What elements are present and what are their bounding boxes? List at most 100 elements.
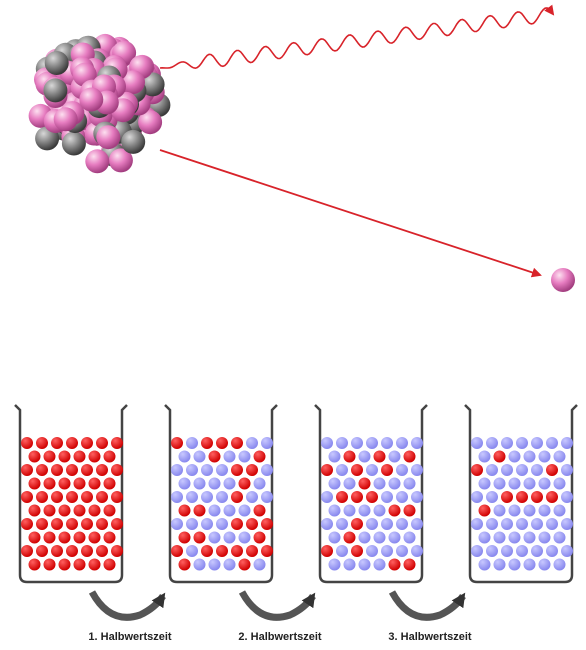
red-atom	[321, 464, 333, 476]
nucleon	[138, 110, 163, 135]
red-atom	[88, 450, 101, 463]
blue-atom	[538, 450, 551, 463]
red-atom	[58, 450, 71, 463]
blue-atom	[253, 477, 266, 490]
blue-atom	[336, 518, 348, 530]
red-atom	[351, 545, 363, 557]
blue-atom	[381, 545, 393, 557]
blue-atom	[321, 437, 333, 449]
red-atom	[73, 531, 86, 544]
blue-atom	[261, 437, 273, 449]
step-arrow	[88, 590, 166, 621]
red-atom	[231, 545, 243, 557]
blue-atom	[508, 450, 521, 463]
blue-atom	[531, 545, 543, 557]
nucleon	[140, 72, 165, 97]
red-atom	[21, 464, 33, 476]
blue-atom	[411, 464, 423, 476]
red-atom	[171, 545, 183, 557]
red-atom	[403, 558, 416, 571]
blue-atom	[538, 477, 551, 490]
red-atom	[73, 450, 86, 463]
blue-atom	[261, 464, 273, 476]
blue-atom	[546, 545, 558, 557]
blue-atom	[186, 545, 198, 557]
blue-atom	[411, 545, 423, 557]
step-label: 2. Halbwertszeit	[238, 631, 321, 643]
blue-atom	[508, 558, 521, 571]
blue-atom	[373, 531, 386, 544]
red-atom	[36, 545, 48, 557]
red-atom	[178, 558, 191, 571]
blue-atom	[343, 558, 356, 571]
red-atom	[351, 491, 363, 503]
red-atom	[58, 477, 71, 490]
blue-atom	[178, 477, 191, 490]
blue-atom	[358, 504, 371, 517]
red-atom	[111, 491, 123, 503]
blue-atom	[238, 450, 251, 463]
blue-atom	[546, 518, 558, 530]
red-atom	[388, 504, 401, 517]
red-atom	[96, 491, 108, 503]
red-atom	[88, 531, 101, 544]
red-atom	[21, 437, 33, 449]
red-atom	[111, 545, 123, 557]
blue-atom	[538, 558, 551, 571]
red-atom	[193, 504, 206, 517]
blue-atom	[328, 558, 341, 571]
blue-atom	[246, 437, 258, 449]
red-atom	[253, 450, 266, 463]
red-atom	[246, 545, 258, 557]
blue-atom	[328, 531, 341, 544]
blue-atom	[508, 531, 521, 544]
blue-atom	[223, 531, 236, 544]
red-atom	[253, 504, 266, 517]
red-atom	[111, 437, 123, 449]
emitted-particle	[551, 268, 575, 292]
blue-atom	[186, 437, 198, 449]
blue-atom	[403, 477, 416, 490]
red-atom	[208, 450, 221, 463]
blue-atom	[501, 437, 513, 449]
blue-atom	[216, 518, 228, 530]
blue-atom	[396, 464, 408, 476]
blue-atom	[403, 531, 416, 544]
red-atom	[231, 491, 243, 503]
blue-atom	[486, 437, 498, 449]
blue-atom	[321, 491, 333, 503]
blue-atom	[561, 491, 573, 503]
blue-atom	[523, 558, 536, 571]
blue-atom	[508, 504, 521, 517]
red-atom	[51, 491, 63, 503]
red-atom	[478, 504, 491, 517]
blue-atom	[171, 491, 183, 503]
red-atom	[43, 477, 56, 490]
red-atom	[28, 450, 41, 463]
red-atom	[96, 464, 108, 476]
red-atom	[28, 477, 41, 490]
blue-atom	[501, 464, 513, 476]
blue-atom	[516, 464, 528, 476]
blue-atom	[366, 518, 378, 530]
blue-atom	[478, 450, 491, 463]
red-atom	[201, 545, 213, 557]
blue-atom	[396, 518, 408, 530]
red-atom	[501, 491, 513, 503]
blue-atom	[471, 545, 483, 557]
blue-atom	[238, 504, 251, 517]
blue-atom	[561, 464, 573, 476]
blue-atom	[478, 558, 491, 571]
red-atom	[21, 491, 33, 503]
red-atom	[43, 504, 56, 517]
blue-atom	[193, 450, 206, 463]
nucleon	[53, 107, 78, 132]
red-atom	[231, 437, 243, 449]
blue-atom	[516, 437, 528, 449]
blue-atom	[553, 558, 566, 571]
red-atom	[351, 518, 363, 530]
red-atom	[321, 545, 333, 557]
blue-atom	[553, 477, 566, 490]
blue-atom	[193, 558, 206, 571]
